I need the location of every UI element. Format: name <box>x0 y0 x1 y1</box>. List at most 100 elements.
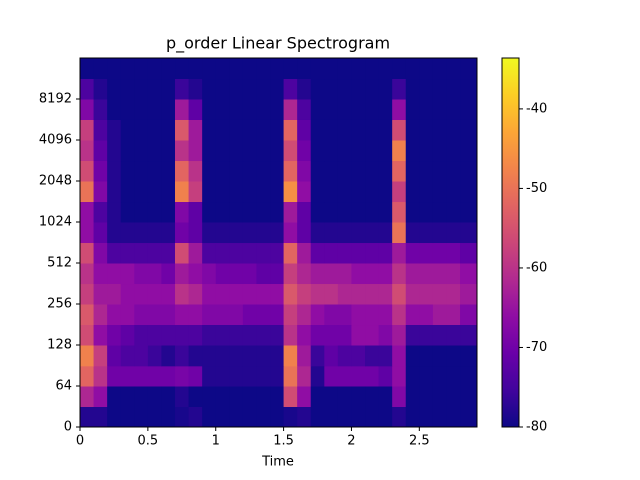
heatmap-cell <box>80 406 95 428</box>
heatmap-cell <box>324 406 339 428</box>
heatmap-cell <box>134 181 149 203</box>
heatmap-cell <box>351 99 366 120</box>
heatmap-cell <box>419 140 434 162</box>
heatmap-cell <box>351 242 366 264</box>
heatmap-cell <box>405 201 420 223</box>
heatmap-cell <box>161 283 176 305</box>
heatmap-cell <box>107 201 122 223</box>
heatmap-cell <box>107 119 122 141</box>
heatmap-cell <box>107 365 122 387</box>
heatmap-cell <box>161 304 176 326</box>
heatmap-cell <box>120 345 135 367</box>
heatmap-cell <box>446 58 461 80</box>
heatmap-cell <box>310 242 325 264</box>
heatmap-cell <box>283 119 298 141</box>
heatmap-cell <box>392 222 407 244</box>
heatmap-cell <box>256 140 271 162</box>
heatmap-cell <box>405 160 420 182</box>
heatmap-cell <box>324 324 339 346</box>
heatmap-cell <box>351 78 366 100</box>
heatmap-cell <box>270 242 285 264</box>
heatmap-cell <box>351 345 366 367</box>
heatmap-cell <box>310 140 325 162</box>
heatmap-cell <box>432 304 447 326</box>
heatmap-cell <box>310 222 325 244</box>
heatmap-cell <box>242 99 257 120</box>
heatmap-cell <box>242 365 257 387</box>
heatmap-cell <box>256 99 271 120</box>
heatmap-cell <box>460 78 478 100</box>
heatmap-cell <box>229 324 244 346</box>
heatmap-cell <box>297 58 312 80</box>
heatmap-cell <box>120 119 135 141</box>
heatmap-cell <box>337 99 352 120</box>
heatmap-cell <box>147 160 162 182</box>
heatmap-cell <box>229 263 244 285</box>
heatmap <box>80 58 478 428</box>
heatmap-cell <box>202 78 217 100</box>
heatmap-cell <box>365 201 380 223</box>
heatmap-cell <box>93 324 108 346</box>
heatmap-cell <box>351 119 366 141</box>
heatmap-cell <box>324 58 339 80</box>
heatmap-cell <box>147 140 162 162</box>
heatmap-cell <box>419 304 434 326</box>
heatmap-cell <box>310 78 325 100</box>
heatmap-cell <box>107 78 122 100</box>
heatmap-cell <box>324 283 339 305</box>
heatmap-cell <box>297 242 312 264</box>
heatmap-cell <box>93 58 108 80</box>
heatmap-cell <box>310 263 325 285</box>
heatmap-cell <box>337 242 352 264</box>
heatmap-cell <box>460 222 478 244</box>
heatmap-cell <box>80 222 95 244</box>
heatmap-cell <box>310 406 325 428</box>
heatmap-cell <box>93 181 108 203</box>
heatmap-cell <box>229 283 244 305</box>
heatmap-cell <box>419 160 434 182</box>
heatmap-cell <box>365 365 380 387</box>
heatmap-cell <box>392 119 407 141</box>
x-tick-label: 2.5 <box>409 434 430 449</box>
heatmap-cell <box>392 324 407 346</box>
heatmap-cell <box>310 324 325 346</box>
heatmap-cell <box>405 242 420 264</box>
heatmap-cell <box>297 160 312 182</box>
heatmap-cell <box>93 201 108 223</box>
heatmap-cell <box>337 365 352 387</box>
heatmap-cell <box>432 365 447 387</box>
heatmap-cell <box>297 181 312 203</box>
heatmap-cell <box>147 99 162 120</box>
heatmap-cell <box>297 78 312 100</box>
heatmap-cell <box>419 78 434 100</box>
heatmap-cell <box>365 345 380 367</box>
heatmap-cell <box>351 263 366 285</box>
heatmap-cell <box>365 78 380 100</box>
heatmap-cell <box>446 324 461 346</box>
heatmap-cell <box>365 242 380 264</box>
heatmap-cell <box>432 242 447 264</box>
heatmap-cell <box>432 222 447 244</box>
heatmap-cell <box>80 58 95 80</box>
heatmap-cell <box>202 201 217 223</box>
heatmap-cell <box>93 406 108 428</box>
heatmap-cell <box>392 78 407 100</box>
heatmap-cell <box>460 283 478 305</box>
heatmap-cell <box>310 99 325 120</box>
heatmap-cell <box>297 140 312 162</box>
heatmap-cell <box>351 406 366 428</box>
heatmap-cell <box>365 386 380 407</box>
heatmap-cell <box>93 345 108 367</box>
y-tick-label: 256 <box>47 297 72 312</box>
heatmap-cell <box>324 345 339 367</box>
heatmap-cell <box>202 181 217 203</box>
heatmap-cell <box>351 283 366 305</box>
heatmap-cell <box>460 406 478 428</box>
heatmap-cell <box>432 140 447 162</box>
heatmap-cell <box>107 345 122 367</box>
heatmap-cell <box>256 324 271 346</box>
heatmap-cell <box>446 201 461 223</box>
heatmap-cell <box>120 181 135 203</box>
heatmap-cell <box>242 406 257 428</box>
heatmap-cell <box>460 140 478 162</box>
